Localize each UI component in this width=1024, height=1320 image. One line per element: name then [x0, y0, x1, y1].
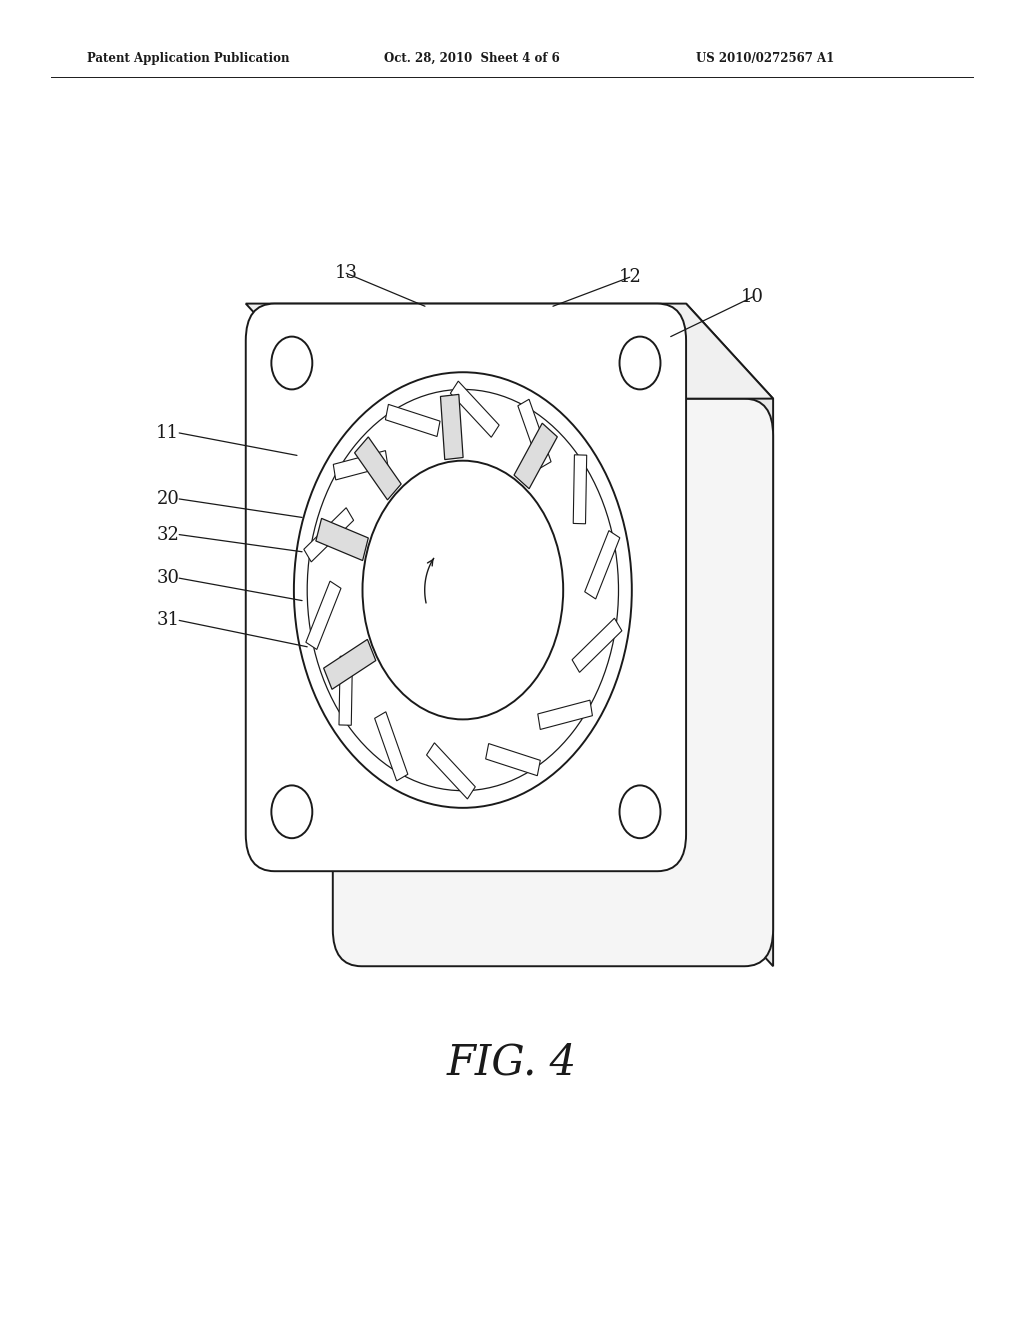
Text: 20: 20	[157, 490, 179, 508]
Circle shape	[362, 461, 563, 719]
Circle shape	[271, 785, 312, 838]
Text: 10: 10	[741, 288, 764, 306]
Text: US 2010/0272567 A1: US 2010/0272567 A1	[696, 51, 835, 65]
Polygon shape	[354, 437, 401, 500]
Polygon shape	[451, 381, 499, 437]
Circle shape	[620, 337, 660, 389]
Polygon shape	[514, 424, 557, 488]
Text: 32: 32	[157, 525, 179, 544]
Text: Oct. 28, 2010  Sheet 4 of 6: Oct. 28, 2010 Sheet 4 of 6	[384, 51, 560, 65]
Circle shape	[294, 372, 632, 808]
Polygon shape	[304, 508, 353, 562]
Polygon shape	[385, 404, 440, 437]
Polygon shape	[485, 743, 541, 776]
Polygon shape	[686, 304, 773, 966]
FancyBboxPatch shape	[246, 304, 686, 871]
Polygon shape	[324, 639, 376, 689]
Polygon shape	[333, 450, 388, 480]
Text: FIG. 4: FIG. 4	[446, 1041, 578, 1084]
Circle shape	[620, 785, 660, 838]
Polygon shape	[306, 581, 341, 649]
Text: 13: 13	[335, 264, 357, 282]
Polygon shape	[573, 455, 587, 524]
Polygon shape	[585, 531, 620, 599]
Circle shape	[271, 337, 312, 389]
Polygon shape	[538, 700, 593, 730]
Polygon shape	[246, 304, 773, 399]
Text: Patent Application Publication: Patent Application Publication	[87, 51, 290, 65]
Text: 11: 11	[157, 424, 179, 442]
Text: 30: 30	[157, 569, 179, 587]
Polygon shape	[375, 711, 408, 781]
Polygon shape	[572, 618, 622, 672]
Polygon shape	[315, 519, 369, 561]
Text: 12: 12	[618, 268, 641, 286]
Polygon shape	[427, 743, 475, 799]
Polygon shape	[518, 399, 551, 469]
Text: 31: 31	[157, 611, 179, 630]
FancyBboxPatch shape	[333, 399, 773, 966]
Circle shape	[307, 389, 618, 791]
Polygon shape	[339, 656, 352, 725]
Polygon shape	[440, 395, 463, 459]
